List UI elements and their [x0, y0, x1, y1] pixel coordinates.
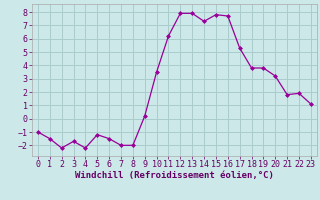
- X-axis label: Windchill (Refroidissement éolien,°C): Windchill (Refroidissement éolien,°C): [75, 171, 274, 180]
